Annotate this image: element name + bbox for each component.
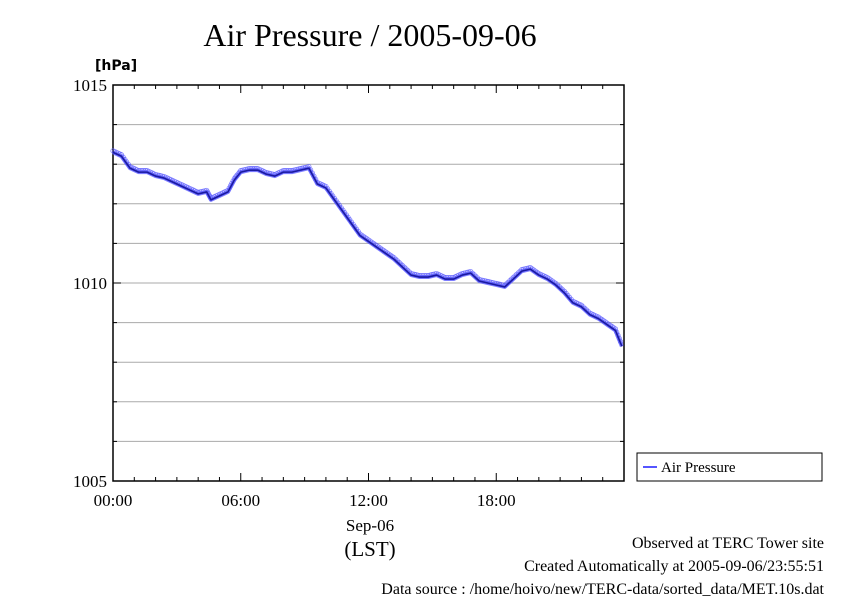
series-layer: [110, 148, 624, 348]
x-axis-unit-label: (LST): [344, 537, 395, 561]
x-tick-label: 18:00: [477, 491, 516, 510]
y-axis: 1005 1010 1015: [73, 76, 624, 491]
series-line: [112, 151, 623, 347]
y-tick-label: 1015: [73, 76, 107, 95]
legend: Air Pressure: [636, 452, 823, 482]
footer-data-source: Data source : /home/hoivo/new/TERC-data/…: [381, 581, 824, 598]
x-axis: 00:00 06:00 12:00 18:00: [94, 85, 625, 510]
legend-box: [636, 452, 823, 482]
chart-title: Air Pressure / 2005-09-06: [203, 17, 536, 53]
footer-observed-at: Observed at TERC Tower site: [631, 535, 824, 552]
y-axis-unit-label: [hPa]: [95, 58, 137, 74]
x-tick-label: 00:00: [94, 491, 133, 510]
y-tick-label: 1005: [73, 472, 107, 491]
grid-lines: [113, 124, 624, 442]
x-axis-date-label: Sep-06: [346, 516, 394, 535]
x-tick-label: 06:00: [221, 491, 260, 510]
x-tick-label: 12:00: [349, 491, 388, 510]
legend-label: Air Pressure: [661, 460, 736, 476]
footer-created-at: Created Automatically at 2005-09-06/23:5…: [524, 558, 824, 575]
series-band: [112, 150, 624, 348]
y-tick-label: 1010: [73, 274, 107, 293]
